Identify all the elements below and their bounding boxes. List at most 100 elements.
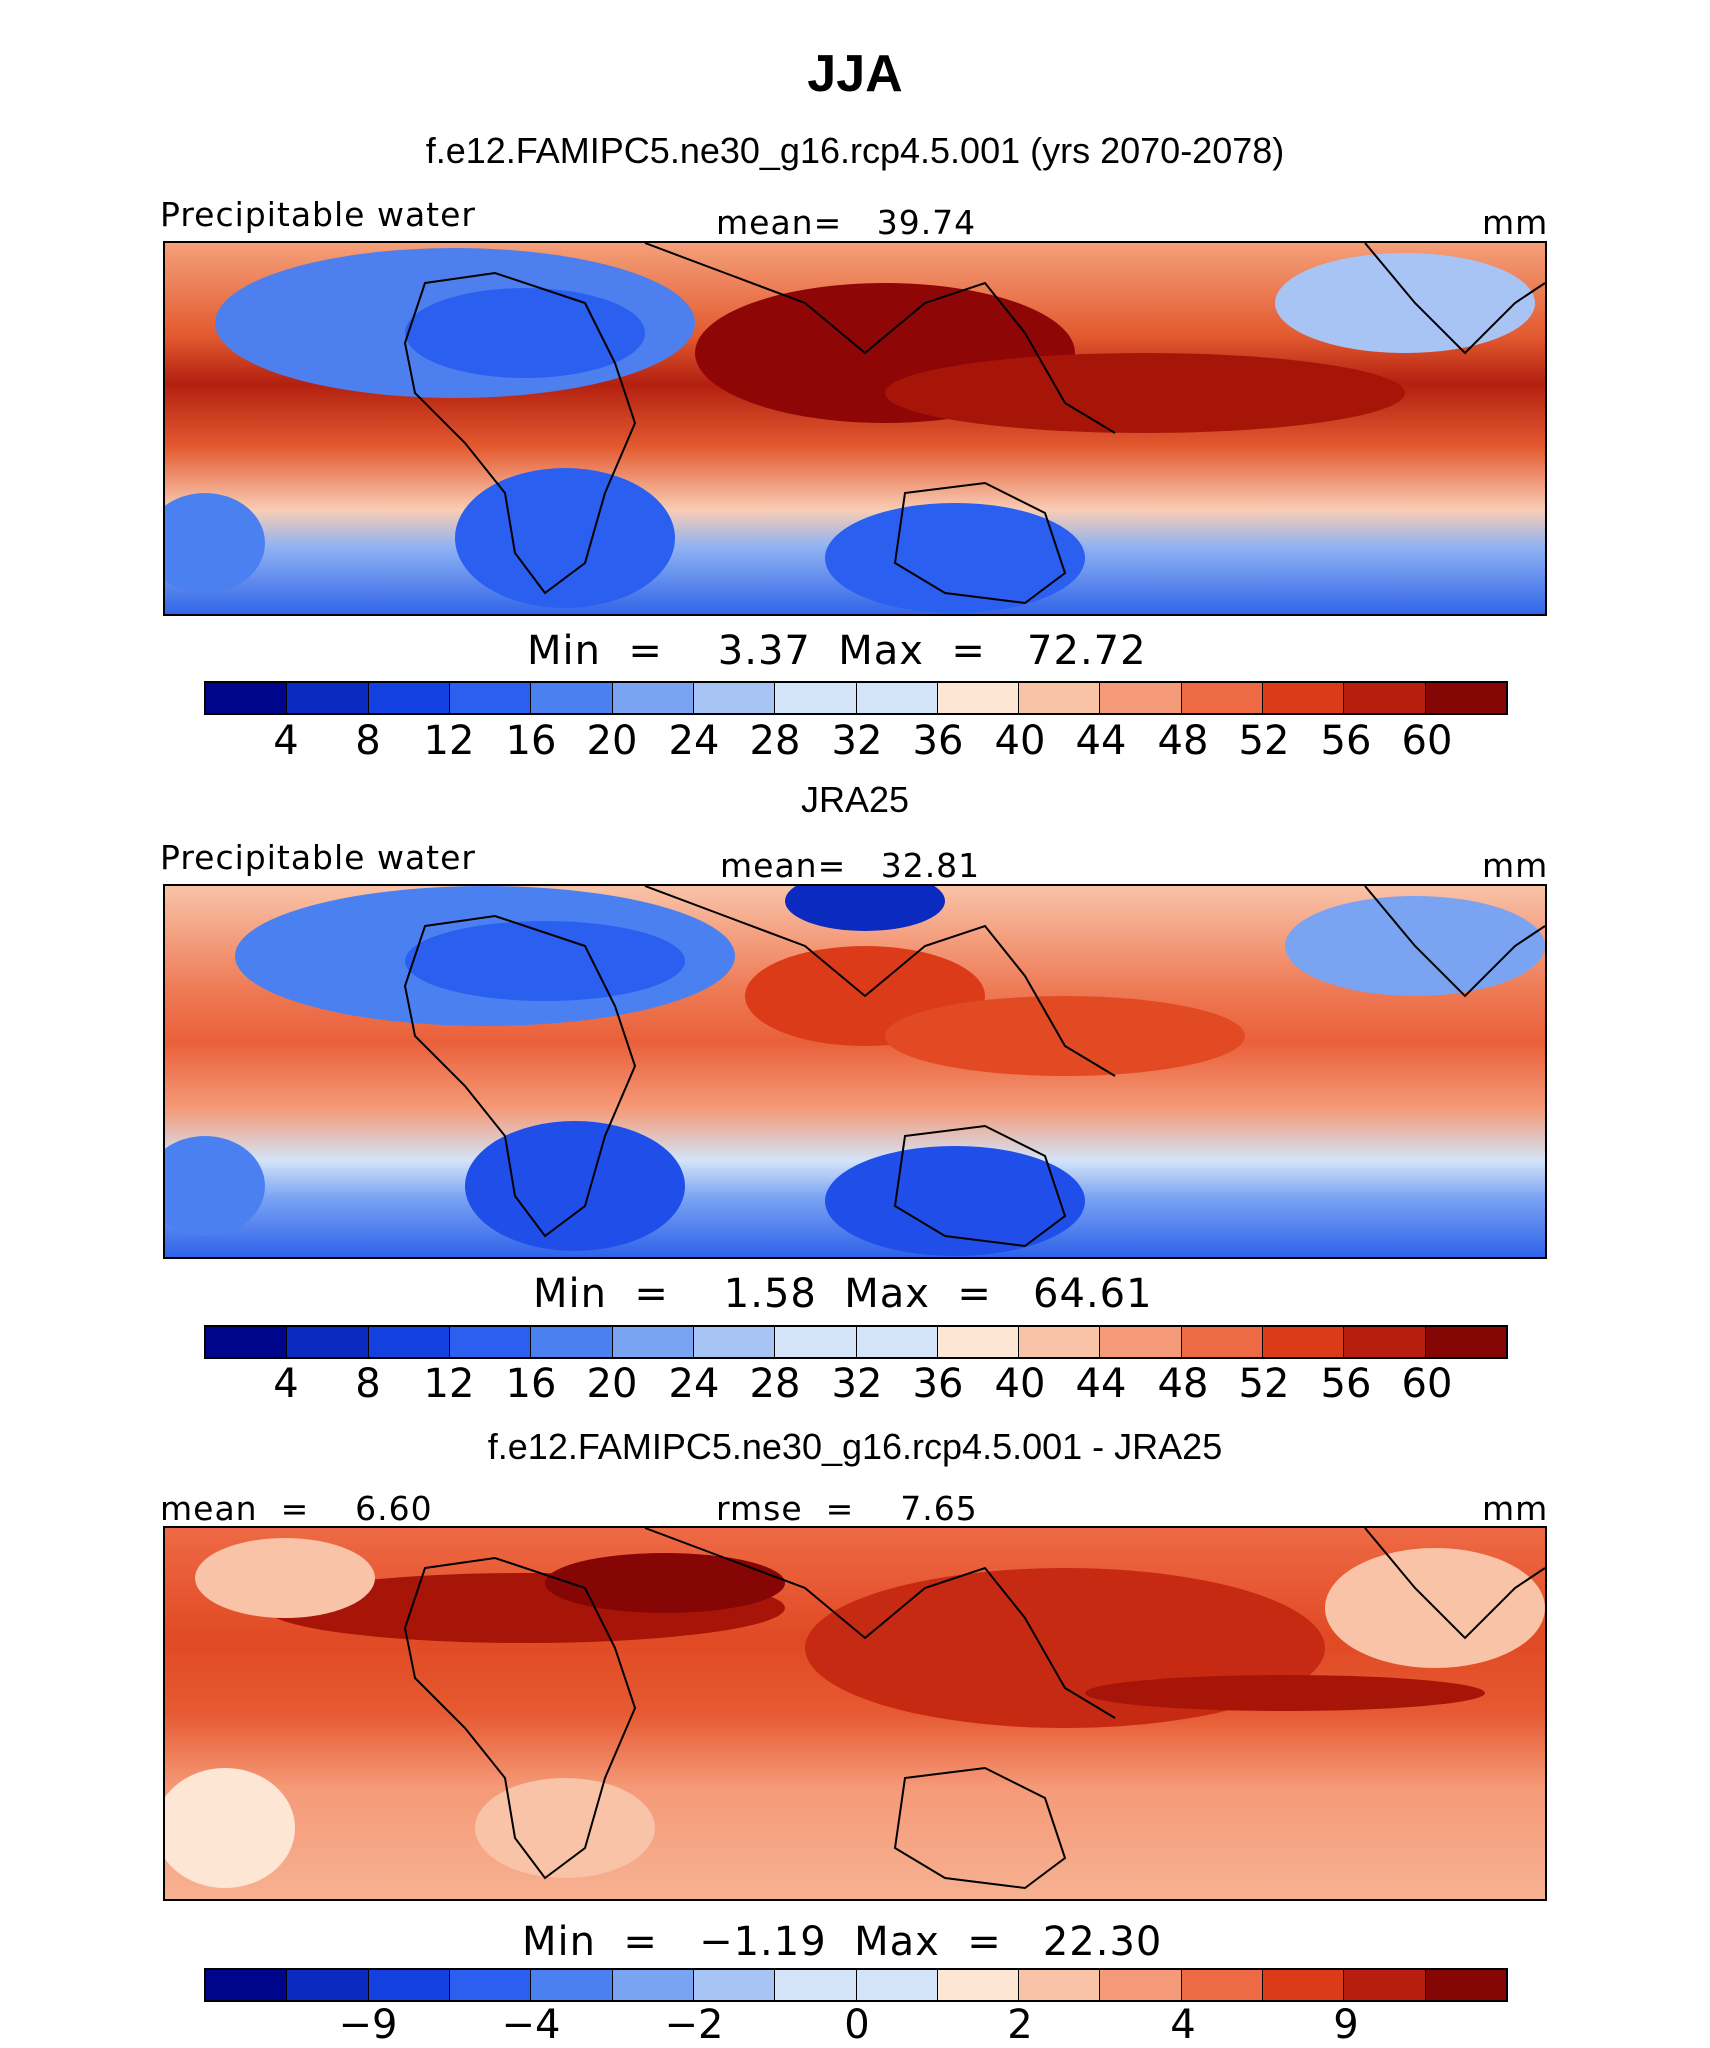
panel-2-map <box>163 884 1547 1259</box>
panel-2-tick: 4 <box>273 1361 299 1407</box>
panel-1-tick: 28 <box>749 718 801 764</box>
colorbar-swatch <box>206 683 288 713</box>
panel-2-tick: 40 <box>994 1361 1046 1407</box>
colorbar-swatch <box>531 683 613 713</box>
panel-2-tick: 44 <box>1075 1361 1127 1407</box>
colorbar-swatch <box>1181 1970 1264 2000</box>
colorbar-swatch <box>1344 1970 1426 2000</box>
colorbar-swatch <box>775 1970 857 2000</box>
panel-2-min-max: Min = 1.58 Max = 64.61 <box>533 1271 1153 1317</box>
colorbar-swatch <box>856 1970 938 2000</box>
panel-1-colorbar <box>204 681 1508 715</box>
colorbar-swatch <box>206 1327 288 1357</box>
colorbar-swatch <box>449 1970 532 2000</box>
colorbar-swatch <box>775 1327 857 1357</box>
panel-3-units-label: mm <box>1482 1489 1549 1528</box>
panel-3-tick: −9 <box>338 2002 398 2048</box>
panel-3-tick: −4 <box>501 2002 561 2048</box>
colorbar-swatch <box>1263 683 1345 713</box>
colorbar-swatch <box>1344 683 1426 713</box>
colorbar-swatch <box>531 1970 613 2000</box>
colorbar-swatch <box>937 1970 1020 2000</box>
panel-1-map <box>163 241 1547 616</box>
colorbar-swatch <box>937 1327 1020 1357</box>
colorbar-swatch <box>1263 1970 1345 2000</box>
colorbar-swatch <box>612 1970 694 2000</box>
panel-1-tick: 36 <box>912 718 964 764</box>
colorbar-swatch <box>856 1327 938 1357</box>
colorbar-swatch <box>1425 1327 1506 1357</box>
colorbar-swatch <box>775 683 857 713</box>
panel-2-units-label: mm <box>1482 846 1549 885</box>
panel-2-tick: 56 <box>1320 1361 1372 1407</box>
colorbar-swatch <box>612 683 694 713</box>
panel-3-map <box>163 1526 1547 1901</box>
panel-2-tick: 28 <box>749 1361 801 1407</box>
colorbar-swatch <box>449 1327 532 1357</box>
colorbar-swatch <box>693 1327 776 1357</box>
panel-1-variable-label: Precipitable water <box>160 195 476 234</box>
panel-3-title: f.e12.FAMIPC5.ne30_g16.rcp4.5.001 - JRA2… <box>487 1426 1223 1467</box>
panel-2-mean-label: mean= 32.81 <box>720 846 981 885</box>
colorbar-swatch <box>1019 683 1101 713</box>
panel-2-tick: 52 <box>1238 1361 1290 1407</box>
colorbar-swatch <box>693 683 776 713</box>
panel-1-min-max: Min = 3.37 Max = 72.72 <box>527 628 1147 674</box>
panel-1-tick: 48 <box>1157 718 1209 764</box>
panel-1-tick: 8 <box>355 718 381 764</box>
panel-1-map-svg <box>165 243 1545 614</box>
colorbar-swatch <box>1019 1970 1101 2000</box>
panel-3-tick: 4 <box>1170 2002 1196 2048</box>
panel-2-tick: 32 <box>831 1361 883 1407</box>
colorbar-swatch <box>1263 1327 1345 1357</box>
colorbar-swatch <box>368 683 450 713</box>
panel-2-tick: 24 <box>668 1361 720 1407</box>
colorbar-swatch <box>368 1970 450 2000</box>
colorbar-swatch <box>856 683 938 713</box>
colorbar-swatch <box>1181 683 1264 713</box>
colorbar-swatch <box>612 1327 694 1357</box>
panel-1-tick: 56 <box>1320 718 1372 764</box>
panel-3-tick: 2 <box>1007 2002 1033 2048</box>
panel-1-tick: 40 <box>994 718 1046 764</box>
panel-1-tick: 24 <box>668 718 720 764</box>
colorbar-swatch <box>287 1327 369 1357</box>
panel-1-tick: 16 <box>505 718 557 764</box>
panel-2-colorbar <box>204 1325 1508 1359</box>
panel-3-tick: −2 <box>664 2002 724 2048</box>
colorbar-swatch <box>1019 1327 1101 1357</box>
colorbar-swatch <box>531 1327 613 1357</box>
panel-1-tick: 52 <box>1238 718 1290 764</box>
colorbar-swatch <box>1181 1327 1264 1357</box>
colorbar-swatch <box>449 683 532 713</box>
panel-3-min-max: Min = −1.19 Max = 22.30 <box>522 1919 1163 1965</box>
panel-3-mean-label: mean = 6.60 <box>160 1489 433 1528</box>
panel-1-tick: 12 <box>423 718 475 764</box>
panel-2-tick: 60 <box>1401 1361 1453 1407</box>
colorbar-swatch <box>206 1970 288 2000</box>
panel-1-mean-label: mean= 39.74 <box>716 203 977 242</box>
panel-1-tick: 60 <box>1401 718 1453 764</box>
colorbar-swatch <box>287 1970 369 2000</box>
colorbar-swatch <box>1425 1970 1506 2000</box>
colorbar-swatch <box>1425 683 1506 713</box>
colorbar-swatch <box>287 683 369 713</box>
panel-1-title: f.e12.FAMIPC5.ne30_g16.rcp4.5.001 (yrs 2… <box>425 130 1285 171</box>
colorbar-swatch <box>1100 1970 1182 2000</box>
colorbar-swatch <box>1100 1327 1182 1357</box>
panel-3-map-svg <box>165 1528 1545 1899</box>
panel-3-colorbar <box>204 1968 1508 2002</box>
panel-1-tick: 4 <box>273 718 299 764</box>
panel-3-tick: 0 <box>844 2002 870 2048</box>
panel-2-variable-label: Precipitable water <box>160 838 476 877</box>
colorbar-swatch <box>937 683 1020 713</box>
panel-1-tick: 44 <box>1075 718 1127 764</box>
panel-1-tick: 32 <box>831 718 883 764</box>
panel-2-tick: 12 <box>423 1361 475 1407</box>
main-title: JJA <box>807 45 903 103</box>
panel-3-tick: 9 <box>1333 2002 1359 2048</box>
panel-2-tick: 20 <box>586 1361 638 1407</box>
panel-2-tick: 8 <box>355 1361 381 1407</box>
panel-2-map-svg <box>165 886 1545 1257</box>
panel-3-rmse-label: rmse = 7.65 <box>716 1489 978 1528</box>
